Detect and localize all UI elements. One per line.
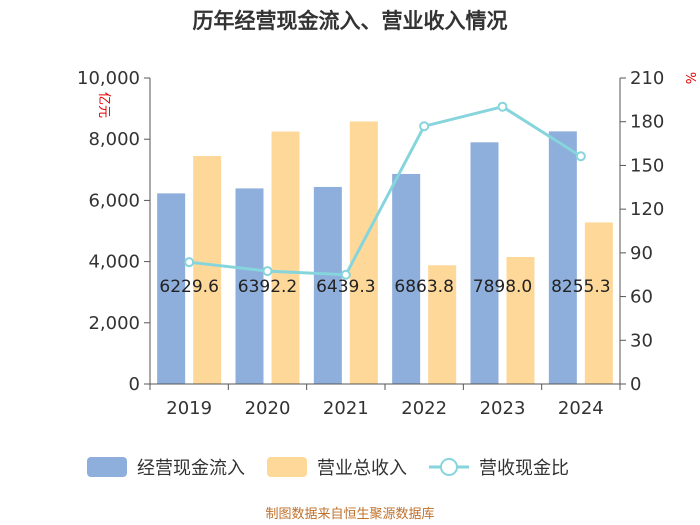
left-tick-label: 6,000 <box>88 190 140 211</box>
left-tick-label: 0 <box>129 374 140 395</box>
legend-label: 营业总收入 <box>317 458 407 479</box>
data-label-cash-inflow-2020: 6392.2 <box>238 277 297 297</box>
right-tick-label: 90 <box>630 243 653 264</box>
bar-cash-inflow-2019 <box>157 193 186 384</box>
right-axis-unit: % <box>682 72 697 84</box>
point-ratio-2020 <box>262 266 273 277</box>
right-tick-label: 0 <box>630 374 641 395</box>
bar-revenue-2020 <box>271 131 300 384</box>
chart-title: 历年经营现金流入、营业收入情况 <box>193 9 508 33</box>
bar-cash-inflow-2021 <box>313 186 342 384</box>
point-ratio-2019 <box>184 257 195 268</box>
point-ratio-2024 <box>575 151 586 162</box>
data-label-cash-inflow-2023: 7898.0 <box>473 277 532 297</box>
right-tick-label: 60 <box>630 287 653 308</box>
bar-cash-inflow-2023 <box>470 142 499 384</box>
point-ratio-2021 <box>340 269 351 280</box>
bars-layer <box>157 121 613 385</box>
bar-revenue-2023 <box>506 257 535 384</box>
bar-cash-inflow-2022 <box>392 173 421 384</box>
data-label-cash-inflow-2019: 6229.6 <box>159 277 218 297</box>
legend-swatch-cash-inflow <box>87 457 127 477</box>
bar-cash-inflow-2024 <box>548 131 577 384</box>
legend-label: 经营现金流入 <box>137 458 245 479</box>
left-axis-unit: 亿元 <box>96 92 111 118</box>
bar-revenue-2021 <box>349 121 378 385</box>
data-labels-layer: 6229.6 6392.2 6439.3 6863.8 7898.0 8255.3 <box>159 277 610 297</box>
legend-label: 营收现金比 <box>479 458 569 479</box>
point-ratio-2022 <box>419 121 430 132</box>
bar-revenue-2024 <box>584 222 613 384</box>
right-tick-label: 120 <box>630 199 664 220</box>
axes-layer: 0 2,000 4,000 6,000 8,000 10,000 0 30 60 90 120 150… <box>77 68 664 419</box>
data-label-cash-inflow-2022: 6863.8 <box>394 277 453 297</box>
x-tick-label: 2023 <box>480 398 526 419</box>
right-tick-label: 180 <box>630 112 664 133</box>
legend-swatch-ratio-marker <box>440 458 458 476</box>
left-tick-label: 2,000 <box>88 313 140 334</box>
point-ratio-2023 <box>497 101 508 112</box>
legend: 经营现金流入 营业总收入 营收现金比 <box>87 457 569 479</box>
source-note: 制图数据来自恒生聚源数据库 <box>265 506 434 522</box>
x-tick-label: 2021 <box>323 398 369 419</box>
line-layer <box>184 101 586 280</box>
left-tick-label: 8,000 <box>88 129 140 150</box>
x-tick-label: 2024 <box>558 398 604 419</box>
right-tick-label: 210 <box>630 68 664 89</box>
x-tick-label: 2020 <box>245 398 291 419</box>
x-tick-label: 2022 <box>401 398 447 419</box>
right-tick-label: 150 <box>630 155 664 176</box>
line-revenue-cash-ratio <box>188 105 582 277</box>
x-tick-label: 2019 <box>166 398 212 419</box>
bar-cash-inflow-2020 <box>235 188 264 384</box>
data-label-cash-inflow-2024: 8255.3 <box>551 277 610 297</box>
bar-revenue-2022 <box>428 265 457 384</box>
left-tick-label: 4,000 <box>88 252 140 273</box>
legend-swatch-revenue <box>267 457 307 477</box>
right-tick-label: 30 <box>630 330 653 351</box>
left-tick-label: 10,000 <box>77 68 140 89</box>
data-label-cash-inflow-2021: 6439.3 <box>316 277 375 297</box>
bar-revenue-2019 <box>193 156 222 384</box>
